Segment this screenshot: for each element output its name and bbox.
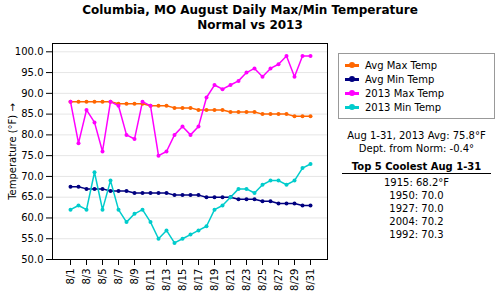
svg-text:8/1: 8/1 bbox=[65, 269, 76, 285]
svg-text:8/23: 8/23 bbox=[241, 269, 252, 291]
svg-text:8/3: 8/3 bbox=[81, 269, 92, 285]
svg-text:85.0: 85.0 bbox=[21, 108, 43, 119]
svg-text:65.0: 65.0 bbox=[21, 191, 43, 202]
html-text:Dept. from Norm: -0.4°: Dept. from Norm: -0.4° bbox=[358, 143, 475, 154]
html-text:Top 5 Coolest Aug 1-31: Top 5 Coolest Aug 1-31 bbox=[351, 161, 482, 172]
svg-text:50.0: 50.0 bbox=[21, 254, 43, 265]
svg-text:8/21: 8/21 bbox=[225, 269, 236, 291]
svg-text:8/5: 8/5 bbox=[97, 269, 108, 285]
svg-text:70.0: 70.0 bbox=[21, 171, 43, 182]
svg-text:Temperature (°F) →: Temperature (°F) → bbox=[7, 103, 18, 201]
svg-text:60.0: 60.0 bbox=[21, 212, 43, 223]
html-text:Columbia, MO August Daily Max/: Columbia, MO August Daily Max/Min Temper… bbox=[82, 3, 418, 32]
html-text:Aug 1-31, 2013 Avg: 75.8°F: Aug 1-31, 2013 Avg: 75.8°F bbox=[347, 130, 486, 141]
svg-text:100.0: 100.0 bbox=[15, 46, 44, 57]
svg-text:75.0: 75.0 bbox=[21, 150, 43, 161]
svg-text:90.0: 90.0 bbox=[21, 88, 43, 99]
html-text:2013 Min Temp: 2013 Min Temp bbox=[365, 101, 442, 113]
svg-text:95.0: 95.0 bbox=[21, 67, 43, 78]
svg-text:8/11: 8/11 bbox=[145, 269, 156, 291]
html-text:Avg Min Temp: Avg Min Temp bbox=[365, 73, 435, 85]
svg-text:8/9: 8/9 bbox=[129, 269, 140, 285]
svg-text:8/27: 8/27 bbox=[273, 269, 284, 291]
svg-text:8/17: 8/17 bbox=[193, 269, 204, 291]
html-text:2004: 70.2: 2004: 70.2 bbox=[389, 216, 444, 227]
svg-text:8/19: 8/19 bbox=[209, 269, 220, 291]
svg-text:8/13: 8/13 bbox=[161, 269, 172, 291]
html-text:1992: 70.3: 1992: 70.3 bbox=[389, 229, 444, 240]
svg-text:8/25: 8/25 bbox=[257, 269, 268, 291]
html-text:2013 Max Temp: 2013 Max Temp bbox=[365, 87, 445, 99]
svg-text:55.0: 55.0 bbox=[21, 233, 43, 244]
svg-text:8/31: 8/31 bbox=[305, 269, 316, 291]
html-text:1927: 70.0: 1927: 70.0 bbox=[389, 203, 444, 214]
svg-text:80.0: 80.0 bbox=[21, 129, 43, 140]
svg-text:8/15: 8/15 bbox=[177, 269, 188, 291]
html-text:1950: 70.0: 1950: 70.0 bbox=[389, 190, 444, 201]
html-text:1915: 68.2°F: 1915: 68.2°F bbox=[384, 177, 449, 188]
html-text:Avg Max Temp: Avg Max Temp bbox=[365, 59, 438, 71]
svg-text:8/7: 8/7 bbox=[113, 269, 124, 285]
svg-text:8/29: 8/29 bbox=[289, 269, 300, 291]
